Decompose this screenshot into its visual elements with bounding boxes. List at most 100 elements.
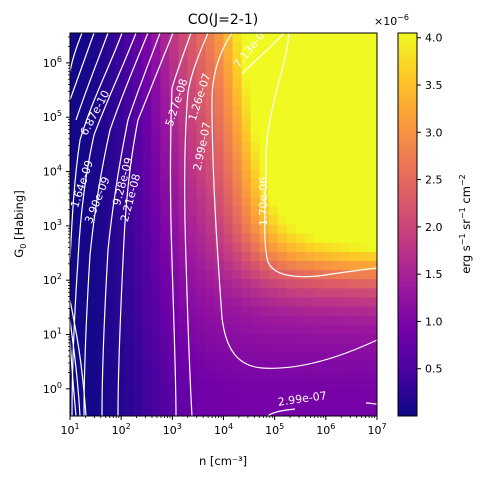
heatmap-cell xyxy=(88,197,98,207)
heatmap-cell xyxy=(178,270,188,280)
heatmap-cell xyxy=(142,352,152,362)
heatmap-cell xyxy=(232,397,242,408)
heatmap-cell xyxy=(286,105,297,116)
heatmap-cell xyxy=(232,333,242,344)
heatmap-cell xyxy=(88,343,98,353)
heatmap-cell xyxy=(241,169,251,180)
heatmap-cell xyxy=(322,87,333,98)
heatmap-cell xyxy=(151,188,161,198)
heatmap-cell xyxy=(331,96,342,107)
heatmap-cell xyxy=(241,361,251,371)
colorbar-segment xyxy=(398,258,417,264)
heatmap-cell xyxy=(295,388,306,399)
heatmap-cell xyxy=(106,397,116,408)
heatmap-cell xyxy=(250,115,261,125)
heatmap-cell xyxy=(106,324,116,335)
heatmap-cell xyxy=(115,105,125,116)
heatmap-cell xyxy=(106,352,116,362)
heatmap-cell xyxy=(367,197,378,207)
heatmap-cell xyxy=(178,115,188,125)
heatmap-cell xyxy=(70,60,80,70)
heatmap-cell xyxy=(241,206,251,216)
heatmap-cell xyxy=(169,142,179,152)
heatmap-cell xyxy=(142,306,152,317)
heatmap-cell xyxy=(358,42,369,52)
heatmap-cell xyxy=(70,42,80,52)
heatmap-cell xyxy=(250,133,261,143)
heatmap-cell xyxy=(124,279,134,289)
heatmap-cell xyxy=(97,333,107,344)
colorbar-segment xyxy=(398,128,417,134)
heatmap-cell xyxy=(106,160,116,171)
heatmap-cell xyxy=(142,379,152,390)
heatmap-cell xyxy=(79,151,89,162)
heatmap-cell xyxy=(133,379,143,390)
heatmap-cell xyxy=(367,370,378,380)
heatmap-cell xyxy=(313,87,324,98)
colorbar-segment xyxy=(398,176,417,182)
heatmap-cell xyxy=(268,124,279,134)
heatmap-cell xyxy=(286,33,297,43)
heatmap-cell xyxy=(268,169,279,180)
heatmap-cell xyxy=(205,78,215,89)
heatmap-cell xyxy=(70,206,80,216)
heatmap-cell xyxy=(241,224,251,235)
heatmap-cell xyxy=(160,352,170,362)
heatmap-cell xyxy=(178,133,188,143)
heatmap-cell xyxy=(277,297,288,307)
heatmap-cell xyxy=(88,270,98,280)
heatmap-cell xyxy=(232,270,242,280)
heatmap-cell xyxy=(124,370,134,380)
heatmap-cell xyxy=(88,151,98,162)
heatmap-cell xyxy=(187,151,197,162)
heatmap-cell xyxy=(268,260,279,271)
heatmap-cell xyxy=(304,160,315,171)
heatmap-cell xyxy=(340,105,351,116)
heatmap-cell xyxy=(313,115,324,125)
heatmap-cell xyxy=(295,343,306,353)
colorbar-tick-label: 3.0 xyxy=(425,126,443,139)
heatmap-cell xyxy=(250,69,261,79)
heatmap-cell xyxy=(295,87,306,98)
heatmap-cell xyxy=(151,388,161,399)
heatmap-cell xyxy=(178,105,188,116)
heatmap-cell xyxy=(88,397,98,408)
heatmap-cell xyxy=(358,188,369,198)
heatmap-cell xyxy=(214,361,224,371)
heatmap-cell xyxy=(277,78,288,89)
heatmap-cell xyxy=(250,51,261,61)
heatmap-cell xyxy=(106,69,116,79)
heatmap-cell xyxy=(70,96,80,107)
y-axis-label: G0 [Habing] xyxy=(12,190,28,257)
heatmap-cell xyxy=(115,224,125,235)
heatmap-cell xyxy=(196,215,206,225)
heatmap-cell xyxy=(304,87,315,98)
heatmap-cell xyxy=(268,324,279,335)
heatmap-cell xyxy=(88,142,98,152)
heatmap-cell xyxy=(304,361,315,371)
heatmap-cell xyxy=(160,233,170,244)
heatmap-cell xyxy=(187,297,197,307)
heatmap-cell xyxy=(142,224,152,235)
heatmap-cell xyxy=(259,151,270,162)
heatmap-cell xyxy=(178,78,188,89)
heatmap-cell xyxy=(214,260,224,271)
heatmap-cell xyxy=(151,242,161,253)
heatmap-cell xyxy=(295,142,306,152)
heatmap-cell xyxy=(178,306,188,317)
heatmap-cell xyxy=(97,270,107,280)
heatmap-cell xyxy=(151,87,161,98)
heatmap-cell xyxy=(115,133,125,143)
heatmap-cell xyxy=(160,78,170,89)
heatmap-cell xyxy=(187,315,197,326)
heatmap-cell xyxy=(268,60,279,70)
heatmap-cell xyxy=(367,51,378,61)
heatmap-cell xyxy=(169,297,179,307)
heatmap-cell xyxy=(115,260,125,271)
heatmap-cell xyxy=(286,142,297,152)
heatmap-cell xyxy=(133,297,143,307)
heatmap-cell xyxy=(79,115,89,125)
heatmap-cell xyxy=(250,333,261,344)
heatmap-cell xyxy=(142,133,152,143)
heatmap-cell xyxy=(358,233,369,244)
